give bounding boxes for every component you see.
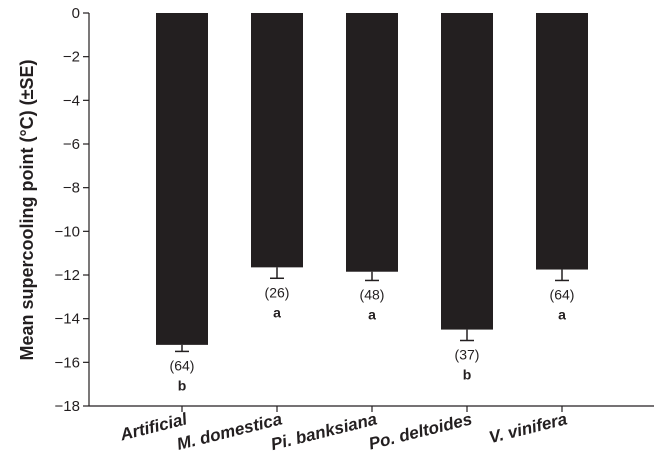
y-tick-label: −2 xyxy=(63,49,80,66)
significance-letter: b xyxy=(463,367,472,383)
bars xyxy=(156,13,588,345)
significance-letter: a xyxy=(273,304,281,320)
x-tick-label: Po. deltoides xyxy=(367,409,474,453)
significance-letter: a xyxy=(368,306,376,322)
y-tick-label: −12 xyxy=(55,267,80,284)
significance-letter: a xyxy=(558,306,566,322)
y-tick-label: −14 xyxy=(55,311,80,328)
x-tick-label: M. domestica xyxy=(175,409,284,453)
sample-size-label: (26) xyxy=(265,284,290,300)
y-axis: 0 −2 −4 −6 −8 −10 −12 −14 −16 −18 xyxy=(55,5,90,415)
annotations: (64) b (26) a (48) a (37) b (64) a xyxy=(170,284,575,393)
error-bars xyxy=(175,267,569,353)
x-tick-label: V. vinifera xyxy=(487,409,569,447)
bar xyxy=(536,13,588,270)
y-axis-title: Mean supercooling point (°C) (±SE) xyxy=(17,59,37,360)
y-tick-label: −10 xyxy=(55,223,80,240)
y-tick-label: −6 xyxy=(63,136,80,153)
y-tick-label: −18 xyxy=(55,398,80,415)
bar xyxy=(346,13,398,272)
significance-letter: b xyxy=(178,377,187,393)
bar xyxy=(441,13,493,330)
sample-size-label: (37) xyxy=(455,347,480,363)
y-tick-label: −4 xyxy=(63,92,80,109)
sample-size-label: (64) xyxy=(170,357,195,373)
y-tick-label: −8 xyxy=(63,180,80,197)
sample-size-label: (48) xyxy=(360,286,385,302)
bar xyxy=(156,13,208,345)
y-tick-label: 0 xyxy=(72,5,80,22)
x-tick-label: Pi. banksiana xyxy=(269,409,379,454)
bar xyxy=(251,13,303,268)
y-tick-label: −16 xyxy=(55,354,80,371)
sample-size-label: (64) xyxy=(550,286,575,302)
